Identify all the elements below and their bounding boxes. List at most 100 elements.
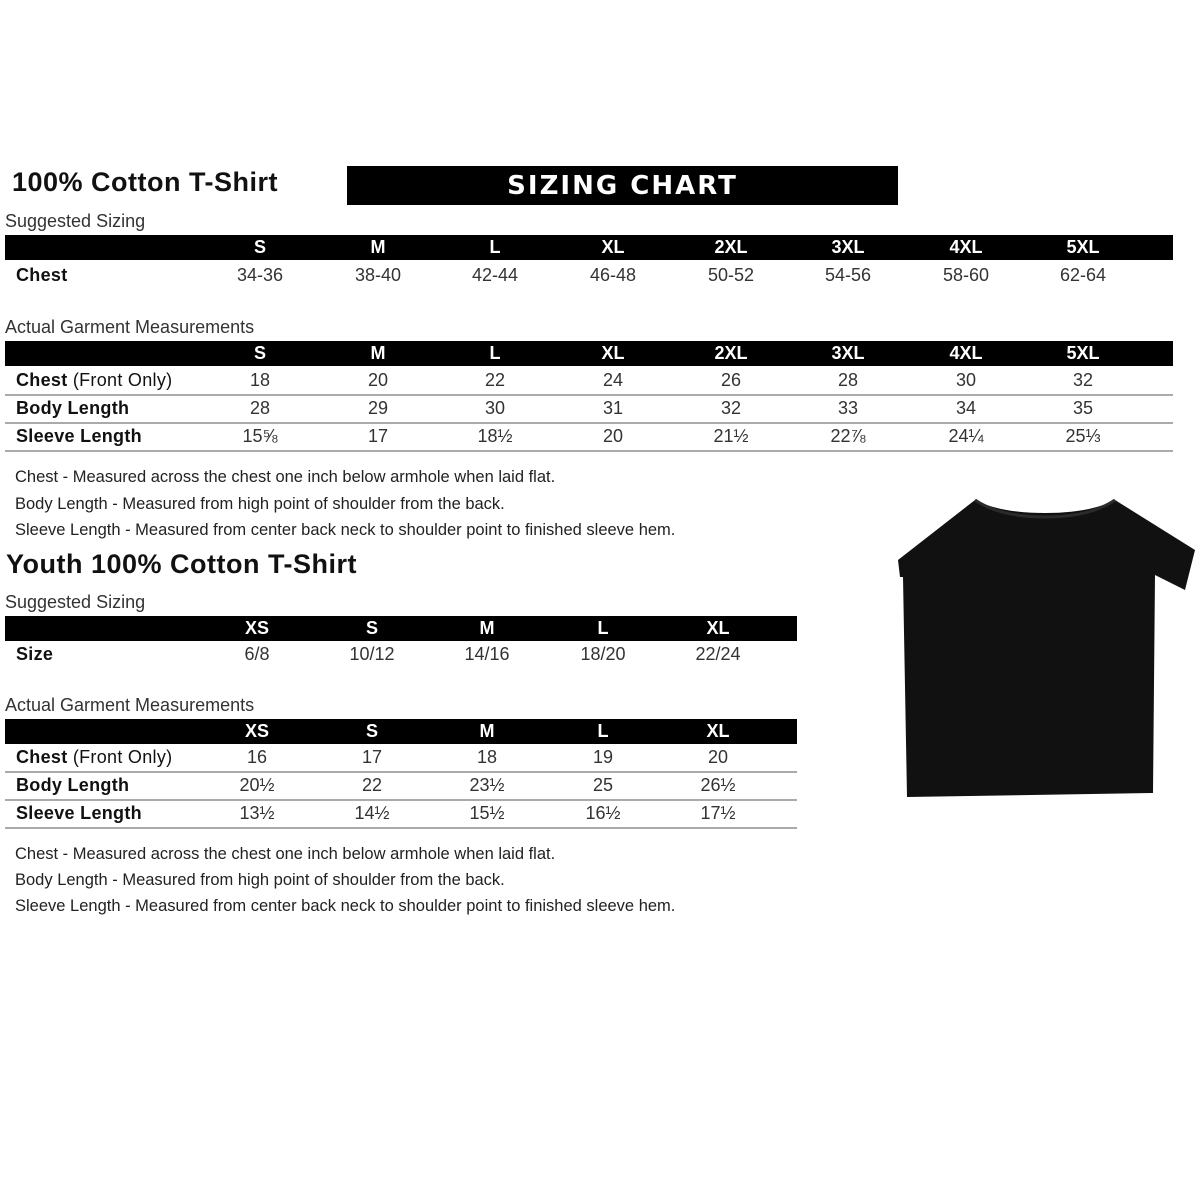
youth-suggested-header: XS S M L XL	[5, 616, 797, 641]
size-header-4xl: 4XL	[949, 237, 983, 257]
table-cell: 20	[367, 370, 389, 390]
size-header-3xl: 3XL	[831, 343, 865, 363]
table-cell: 21½	[713, 426, 749, 446]
row-label-text: Chest	[16, 265, 68, 285]
youth-title: Youth 100% Cotton T-Shirt	[6, 549, 357, 579]
table-cell: 17	[367, 426, 389, 446]
size-header-s: S	[365, 618, 379, 638]
youth-actual-header: XS S M L XL	[5, 719, 797, 744]
row-label: Body Length	[16, 394, 129, 422]
t-shirt-icon	[898, 498, 1195, 797]
adult-title: 100% Cotton T-Shirt	[12, 167, 279, 197]
table-cell: 13½	[239, 803, 275, 823]
size-header-5xl: 5XL	[1066, 343, 1100, 363]
table-row: Sleeve Length 15⅝ 17 18½ 20 21½ 22⅞ 24¼ 25⅓	[5, 422, 1173, 452]
table-cell: 35	[1072, 398, 1094, 418]
table-cell: 24	[602, 370, 624, 390]
table-cell: 16½	[585, 803, 621, 823]
table-cell: 34-36	[236, 265, 284, 285]
table-cell: 38-40	[354, 265, 402, 285]
table-cell: 30	[955, 370, 977, 390]
size-header-l: L	[489, 237, 501, 257]
table-cell: 20½	[239, 775, 275, 795]
row-label-text: Chest	[16, 370, 68, 390]
size-header-2xl: 2XL	[714, 343, 748, 363]
table-cell: 19	[592, 747, 614, 767]
size-header-3xl: 3XL	[831, 237, 865, 257]
table-row: Body Length 28 29 30 31 32 33 34 35	[5, 394, 1173, 424]
youth-suggested-label: Suggested Sizing	[5, 592, 146, 612]
size-header-s: S	[253, 237, 267, 257]
row-label-text: Body Length	[16, 775, 130, 795]
size-header-2xl: 2XL	[714, 237, 748, 257]
table-cell: 22	[484, 370, 506, 390]
row-label: Size	[16, 640, 53, 668]
table-cell: 24¼	[948, 426, 984, 446]
size-header-s: S	[365, 721, 379, 741]
table-row: Sleeve Length 13½ 14½ 15½ 16½ 17½	[5, 799, 797, 829]
table-cell: 18	[249, 370, 271, 390]
row-label: Chest (Front Only)	[16, 743, 172, 771]
table-row: Chest (Front Only) 16 17 18 19 20	[5, 743, 797, 773]
youth-note-sleeve: Sleeve Length - Measured from center bac…	[15, 897, 676, 915]
table-cell: 22⅞	[830, 426, 866, 446]
table-cell: 18/20	[580, 644, 626, 664]
row-label-text: Chest	[16, 747, 68, 767]
table-row: Size 6/8 10/12 14/16 18/20 22/24	[5, 640, 797, 668]
table-row: Body Length 20½ 22 23½ 25 26½	[5, 771, 797, 801]
size-header-xs: XS	[244, 618, 270, 638]
youth-note-chest: Chest - Measured across the chest one in…	[15, 845, 556, 863]
row-label-text: Sleeve Length	[16, 803, 142, 823]
row-label-extra: (Front Only)	[67, 370, 173, 390]
size-header-xl: XL	[706, 618, 730, 638]
size-header-l: L	[597, 721, 609, 741]
youth-actual-label: Actual Garment Measurements	[5, 695, 255, 715]
table-cell: 50-52	[707, 265, 755, 285]
size-header-xl: XL	[706, 721, 730, 741]
table-cell: 32	[720, 398, 742, 418]
table-cell: 30	[484, 398, 506, 418]
table-cell: 20	[707, 747, 729, 767]
table-row: Chest 34-36 38-40 42-44 46-48 50-52 54-56 58-60…	[5, 261, 1173, 289]
size-header-xs: XS	[244, 721, 270, 741]
table-cell: 14/16	[464, 644, 510, 664]
size-header-m: M	[370, 343, 386, 363]
row-label-text: Sleeve Length	[16, 426, 142, 446]
table-cell: 6/8	[244, 644, 270, 664]
youth-note-body: Body Length - Measured from high point o…	[15, 871, 505, 889]
row-label: Chest	[16, 261, 68, 289]
table-row: Chest (Front Only) 18 20 22 24 26 28 30 32	[5, 366, 1173, 396]
table-cell: 18	[476, 747, 498, 767]
table-cell: 25⅓	[1065, 426, 1101, 446]
table-cell: 15½	[469, 803, 505, 823]
row-label: Sleeve Length	[16, 422, 142, 450]
row-label-extra: (Front Only)	[67, 747, 173, 767]
table-cell: 16	[246, 747, 268, 767]
size-header-xl: XL	[601, 343, 625, 363]
table-cell: 29	[367, 398, 389, 418]
adult-suggested-label: Suggested Sizing	[5, 211, 146, 231]
table-cell: 18½	[477, 426, 513, 446]
table-cell: 17½	[700, 803, 736, 823]
size-header-l: L	[597, 618, 609, 638]
size-header-5xl: 5XL	[1066, 237, 1100, 257]
table-cell: 26½	[700, 775, 736, 795]
adult-note-body: Body Length - Measured from high point o…	[15, 495, 505, 513]
table-cell: 26	[720, 370, 742, 390]
row-label: Body Length	[16, 771, 129, 799]
row-label-text: Size	[16, 644, 54, 664]
table-cell: 10/12	[349, 644, 395, 664]
size-header-l: L	[489, 343, 501, 363]
adult-note-sleeve: Sleeve Length - Measured from center bac…	[15, 521, 676, 539]
table-cell: 33	[837, 398, 859, 418]
table-cell: 22/24	[695, 644, 741, 664]
table-cell: 54-56	[824, 265, 872, 285]
size-header-4xl: 4XL	[949, 343, 983, 363]
row-label: Sleeve Length	[16, 799, 142, 827]
table-cell: 32	[1072, 370, 1094, 390]
adult-actual-header: S M L XL 2XL 3XL 4XL 5XL	[5, 341, 1173, 366]
size-header-m: M	[479, 721, 495, 741]
table-cell: 23½	[469, 775, 505, 795]
adult-actual-label: Actual Garment Measurements	[5, 317, 255, 337]
table-cell: 28	[837, 370, 859, 390]
